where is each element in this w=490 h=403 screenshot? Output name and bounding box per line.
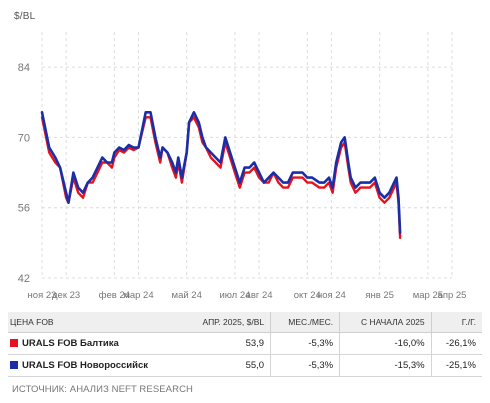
baltic-legend-swatch [10, 339, 18, 347]
y-axis: 42 56 70 84 [18, 62, 30, 285]
column-header-yoy: Г./Г. [430, 312, 482, 333]
x-tick-label: янв 25 [365, 290, 394, 301]
table-row: URALS FOB Балтика 53,9 -5,3% -16,0% -26,… [8, 332, 482, 355]
mom-change-cell: -5,3% [270, 354, 340, 377]
column-header-mom: МЕС./МЕС. [270, 312, 340, 333]
x-tick-label: апр 25 [438, 290, 467, 301]
column-header-ytd: С НАЧАЛА 2025 [339, 312, 432, 333]
column-header-price: ЦЕНА FOB [8, 312, 183, 333]
chart-series [40, 111, 402, 239]
x-tick-label: мар 24 [123, 290, 153, 301]
novorossiysk-legend-swatch [10, 361, 18, 369]
mom-change-cell: -5,3% [270, 332, 340, 355]
x-tick-label: мар 25 [413, 290, 443, 301]
chart-grid [41, 32, 453, 279]
row-label: URALS FOB Новороссийск [22, 360, 149, 371]
table-header-row: ЦЕНА FOB АПР. 2025, $/BL МЕС./МЕС. С НАЧ… [8, 312, 482, 333]
x-tick-label: май 24 [172, 290, 202, 301]
x-tick-label: фев 24 [99, 290, 130, 301]
y-tick-label: 70 [18, 132, 30, 144]
y-tick-label: 56 [18, 203, 30, 215]
yoy-change-cell: -26,1% [430, 332, 482, 355]
source-note: ИСТОЧНИК: АНАЛИЗ NEFT RESEARCH [12, 384, 194, 395]
table-row: URALS FOB Новороссийск 55,0 -5,3% -15,3%… [8, 354, 482, 377]
ytd-change-cell: -16,0% [339, 332, 432, 355]
novorossiysk-price-line [40, 111, 402, 235]
column-header-april: АПР. 2025, $/BL [182, 312, 271, 333]
y-axis-unit-label: $/BL [14, 11, 36, 22]
april-price-cell: 53,9 [182, 332, 271, 355]
x-tick-label: дек 23 [52, 290, 80, 301]
x-tick-label: ноя 24 [317, 290, 346, 301]
row-name-cell: URALS FOB Новороссийск [8, 354, 183, 377]
row-label: URALS FOB Балтика [22, 338, 119, 349]
x-tick-label: окт 24 [294, 290, 321, 301]
y-tick-label: 42 [18, 273, 30, 285]
x-tick-label: ноя 23 [28, 290, 57, 301]
x-tick-label: авг 24 [246, 290, 273, 301]
price-table: ЦЕНА FOB АПР. 2025, $/BL МЕС./МЕС. С НАЧ… [8, 312, 482, 377]
april-price-cell: 55,0 [182, 354, 271, 377]
x-tick-label: июл 24 [219, 290, 250, 301]
baltic-price-line [40, 116, 402, 239]
ytd-change-cell: -15,3% [339, 354, 432, 377]
y-tick-label: 84 [18, 62, 30, 74]
yoy-change-cell: -25,1% [430, 354, 482, 377]
row-name-cell: URALS FOB Балтика [8, 332, 183, 355]
